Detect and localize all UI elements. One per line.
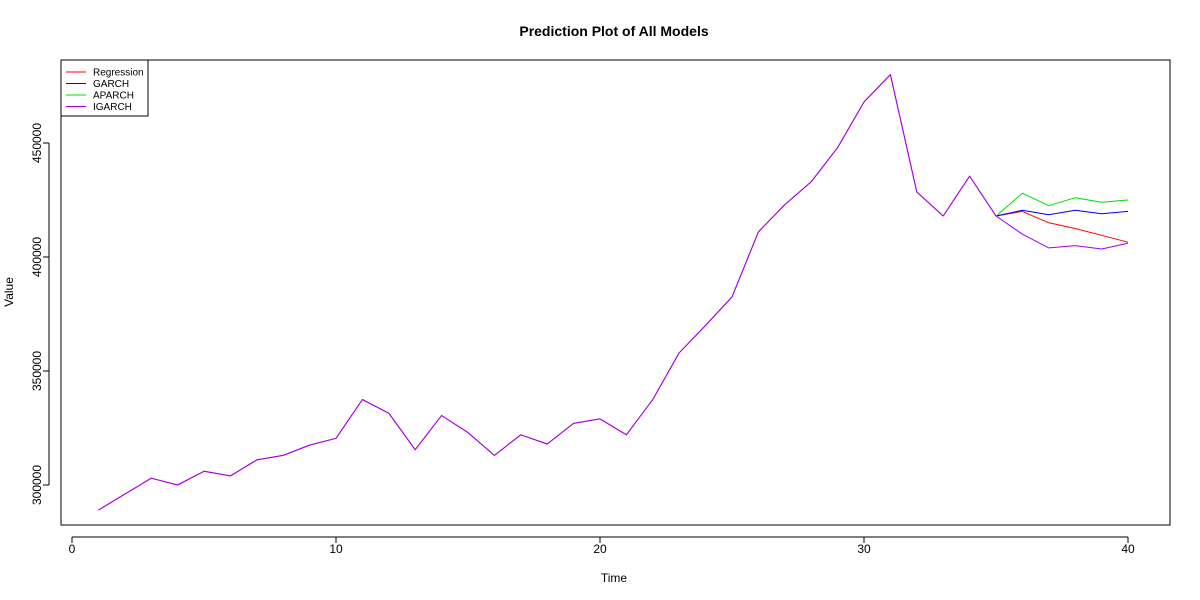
- plot-area: [60, 59, 1171, 526]
- y-axis-label: Value: [2, 277, 16, 307]
- series-line-igarch: [98, 74, 1129, 511]
- y-tick-label: 450000: [30, 123, 44, 163]
- legend-label-aparch: APARCH: [93, 91, 134, 102]
- series-line-garch: [995, 209, 1129, 217]
- x-axis: 0 10 20 30 40: [69, 536, 1135, 556]
- series-line-aparch: [995, 192, 1129, 217]
- chart-title: Prediction Plot of All Models: [519, 23, 708, 39]
- y-tick-label: 400000: [30, 237, 44, 277]
- y-tick-label: 350000: [30, 351, 44, 391]
- y-axis: 300000 350000 400000 450000: [30, 123, 50, 505]
- y-tick-label: 300000: [30, 465, 44, 505]
- legend-label-regression: Regression: [93, 68, 144, 79]
- legend-label-igarch: IGARCH: [93, 102, 132, 113]
- x-tick-label: 40: [1121, 542, 1135, 556]
- x-tick-label: 10: [329, 542, 343, 556]
- x-tick-label: 30: [857, 542, 871, 556]
- legend-label-garch: GARCH: [93, 79, 129, 90]
- x-tick-label: 20: [593, 542, 607, 556]
- series-line-regression: [98, 74, 1129, 511]
- x-axis-label: Time: [601, 571, 628, 585]
- series-layer: [98, 74, 1129, 511]
- x-tick-label: 0: [69, 542, 76, 556]
